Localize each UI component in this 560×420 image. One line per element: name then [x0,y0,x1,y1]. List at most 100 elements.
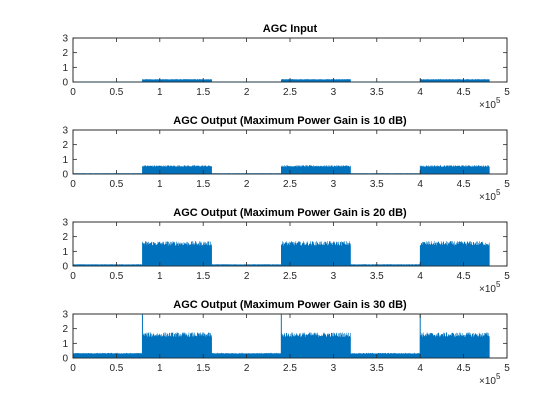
signal-segment-body [73,353,143,358]
signal-segment-body [142,166,212,174]
subplot-4: AGC Output (Maximum Power Gain is 30 dB)… [62,299,510,387]
x-tick-label: 0.5 [109,179,123,190]
y-tick-label: 0 [62,170,68,181]
subplot-title: AGC Output (Maximum Power Gain is 30 dB) [173,299,407,311]
subplot-3: AGC Output (Maximum Power Gain is 20 dB)… [62,207,510,295]
x-tick-label: 5 [504,87,510,98]
x-tick-label: 4 [417,363,423,374]
x-tick-label: 2 [244,87,250,98]
x-tick-label: 5 [504,179,510,190]
x-tick-label: 3.5 [370,179,384,190]
signal-segment-body [281,336,351,358]
signal-segment-body [420,166,490,174]
x-tick-label: 4.5 [457,271,471,282]
signal-segment-body [142,336,212,358]
x-exponent-power: 5 [496,280,501,289]
x-tick-label: 2.5 [283,363,297,374]
y-tick-label: 0 [62,78,68,89]
signal-segment-body [281,79,351,82]
signal-segment-body [281,245,351,266]
x-tick-label: 0 [70,179,76,190]
x-tick-label: 1 [157,271,163,282]
x-exponent-power: 5 [496,372,501,381]
x-exponent-label: ×105 [479,280,501,295]
x-tick-label: 0 [70,271,76,282]
x-exponent-label: ×105 [479,96,501,111]
signal-segment-body [350,264,421,266]
y-tick-label: 3 [62,310,68,321]
y-tick-label: 1 [62,155,68,166]
x-tick-label: 2.5 [283,271,297,282]
axes-outline [72,37,508,83]
x-tick-label: 0.5 [109,271,123,282]
x-exponent-base: ×10 [479,100,496,111]
x-tick-label: 1.5 [196,363,210,374]
x-tick-label: 4 [417,87,423,98]
x-exponent-power: 5 [496,96,501,105]
x-tick-label: 0 [70,87,76,98]
x-tick-label: 5 [504,363,510,374]
y-tick-label: 1 [62,63,68,74]
x-tick-label: 2.5 [283,179,297,190]
signal-segment-body [420,245,490,266]
x-tick-label: 4 [417,271,423,282]
axes-outline [72,221,508,267]
x-exponent-base: ×10 [479,284,496,295]
x-tick-label: 0.5 [109,87,123,98]
x-exponent-label: ×105 [479,372,501,387]
signal-segment-body [420,79,490,82]
subplot-title: AGC Output (Maximum Power Gain is 10 dB) [173,115,407,127]
y-tick-label: 0 [62,354,68,365]
signal-segment-body [142,79,212,82]
x-exponent-base: ×10 [479,376,496,387]
y-tick-label: 3 [62,126,68,137]
y-tick-label: 2 [62,324,68,335]
y-tick-label: 2 [62,48,68,59]
subplot-title: AGC Input [263,23,318,35]
x-tick-label: 1.5 [196,271,210,282]
x-exponent-base: ×10 [479,192,496,203]
subplot-2: AGC Output (Maximum Power Gain is 10 dB)… [62,115,510,203]
x-tick-label: 3 [331,87,337,98]
x-tick-label: 2 [244,179,250,190]
y-tick-label: 1 [62,247,68,258]
y-tick-label: 3 [62,34,68,45]
signal-segment-body [142,245,212,266]
x-tick-label: 3 [331,179,337,190]
signal-segment-body [281,166,351,174]
x-tick-label: 1.5 [196,87,210,98]
axes-outline [72,313,508,359]
x-tick-label: 1 [157,179,163,190]
x-tick-label: 3 [331,363,337,374]
x-tick-label: 4.5 [457,87,471,98]
signal-segment-body [420,336,490,358]
y-tick-label: 2 [62,140,68,151]
y-tick-label: 0 [62,262,68,273]
x-tick-label: 1 [157,363,163,374]
x-tick-label: 2 [244,271,250,282]
x-tick-label: 4.5 [457,179,471,190]
x-tick-label: 3 [331,271,337,282]
axes-frame [72,37,508,83]
x-tick-label: 2.5 [283,87,297,98]
x-tick-label: 5 [504,271,510,282]
x-tick-label: 3.5 [370,87,384,98]
x-tick-label: 3.5 [370,363,384,374]
y-tick-label: 3 [62,218,68,229]
x-tick-label: 3.5 [370,271,384,282]
signal-segment-body [350,353,421,358]
x-tick-label: 0.5 [109,363,123,374]
x-tick-label: 1.5 [196,179,210,190]
axes-outline [72,129,508,175]
signal-segment-body [73,264,143,266]
x-exponent-power: 5 [496,188,501,197]
x-exponent-label: ×105 [479,188,501,203]
y-tick-label: 2 [62,232,68,243]
y-tick-label: 1 [62,339,68,350]
x-tick-label: 4.5 [457,363,471,374]
x-tick-label: 4 [417,179,423,190]
x-tick-label: 0 [70,363,76,374]
subplot-title: AGC Output (Maximum Power Gain is 20 dB) [173,207,407,219]
